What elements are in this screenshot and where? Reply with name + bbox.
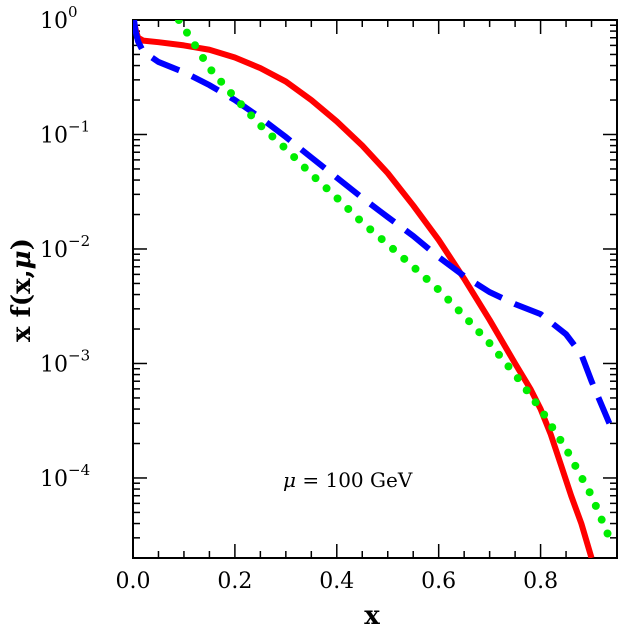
series-line-dashed (133, 20, 613, 425)
y-tick-label: 100 (40, 3, 78, 34)
series-lines (133, 20, 614, 558)
annotation-mu: μ (283, 468, 296, 492)
annotation-text: = 100 GeV (296, 468, 413, 492)
y-tick-label: 10−4 (40, 461, 90, 492)
y-tick-exponent: −3 (68, 346, 90, 364)
x-tick-label: 0.8 (523, 569, 558, 594)
x-axis-title: x (364, 601, 380, 631)
annotation: μ = 100 GeV (283, 468, 413, 492)
y-tick-exponent: −2 (68, 232, 90, 250)
y-tick-base: 10 (40, 352, 68, 377)
axis-ticks (132, 19, 618, 559)
plot-frame (132, 19, 618, 559)
series-line-solid (133, 21, 595, 558)
x-tick-label: 0.0 (116, 569, 151, 594)
y-tick-base: 10 (40, 123, 68, 148)
y-axis-title-mu: μ (7, 250, 37, 269)
y-tick-exponent: 0 (68, 3, 78, 21)
x-tick-label: 0.4 (319, 569, 354, 594)
y-tick-exponent: −4 (68, 461, 90, 479)
y-tick-label: 10−1 (40, 117, 90, 148)
x-tick-label: 0.2 (217, 569, 252, 594)
y-tick-exponent: −1 (68, 117, 90, 135)
y-axis-title: x f(x,μ) (7, 238, 37, 342)
y-tick-base: 10 (40, 238, 68, 263)
series-line-dotted (174, 20, 614, 542)
x-tick-label: 0.6 (421, 569, 456, 594)
y-axis-title-prefix: x f(x, (7, 269, 37, 342)
y-tick-label: 10−3 (40, 346, 90, 377)
y-axis-title-suffix: ) (7, 238, 37, 250)
plot-border (132, 19, 618, 559)
x-tick-labels: 0.0 0.2 0.4 0.6 0.8 (116, 569, 559, 594)
y-tick-label: 10−2 (40, 232, 90, 263)
y-tick-base: 10 (40, 467, 68, 492)
y-tick-base: 10 (40, 9, 68, 34)
